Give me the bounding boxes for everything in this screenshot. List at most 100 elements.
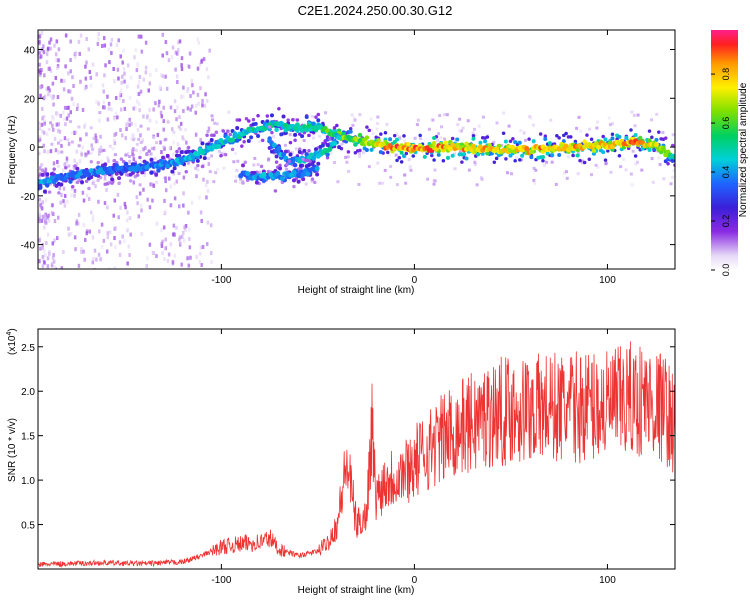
- spectrogram-noise-cell: [38, 219, 41, 224]
- spectrogram-noise-cell: [65, 159, 69, 164]
- spectrogram-noise-cell: [40, 30, 44, 35]
- spectrogram-noise-cell: [75, 106, 79, 111]
- colorbar-tick-label: 0.2: [721, 215, 731, 228]
- spectrogram-cell: [436, 152, 441, 157]
- spectrogram-cell: [163, 176, 168, 180]
- spectrogram-noise-cell: [211, 118, 215, 122]
- spectrogram-noise-cell: [176, 142, 180, 147]
- spectrogram-cell: [369, 147, 374, 152]
- spectrogram-noise-cell: [113, 79, 116, 84]
- spectrogram-noise-cell: [207, 126, 211, 131]
- ridge-main: [38, 107, 675, 195]
- spectrogram-noise-cell: [155, 221, 159, 226]
- spectrogram-cell: [135, 173, 140, 177]
- spectrogram-x-tick-label: 100: [599, 275, 616, 286]
- spectrogram-noise-cell: [130, 121, 133, 126]
- spectrogram-noise-cell: [38, 172, 42, 177]
- spectrogram-noise-cell: [117, 215, 120, 220]
- spectrogram-cell: [70, 170, 76, 176]
- spectrogram-noise-cell: [42, 96, 46, 101]
- spectrogram-noise-cell: [631, 149, 635, 153]
- spectrogram-noise-cell: [57, 215, 60, 220]
- spectrogram-noise-cell: [60, 150, 64, 154]
- spectrogram-noise-cell: [48, 40, 51, 45]
- spectrogram-noise-cell: [206, 220, 210, 225]
- spectrogram-cell: [316, 161, 321, 166]
- spectrogram-noise-cell: [107, 47, 111, 52]
- spectrogram-noise-cell: [622, 157, 626, 161]
- spectrogram-noise-cell: [502, 111, 506, 115]
- spectrogram-cell: [209, 137, 214, 142]
- spectrogram-noise-cell: [152, 107, 155, 112]
- spectrogram-noise-cell: [210, 154, 214, 158]
- spectrogram-cell: [242, 140, 246, 144]
- spectrogram-noise-cell: [51, 123, 54, 128]
- spectrogram-noise-cell: [71, 164, 75, 169]
- spectrogram-noise-cell: [174, 50, 178, 55]
- spectrogram-cell: [353, 142, 358, 147]
- spectrogram-cell: [670, 158, 675, 163]
- spectrogram-noise-cell: [167, 252, 171, 257]
- spectrogram-cell: [245, 171, 251, 177]
- spectrogram-noise-cell: [149, 152, 153, 156]
- spectrogram-noise-cell: [66, 105, 69, 110]
- spectrogram-noise-cell: [41, 106, 44, 111]
- spectrogram-noise-cell: [50, 263, 54, 268]
- spectrogram-cell: [320, 143, 325, 148]
- spectrogram-noise-cell: [184, 224, 188, 229]
- spectrogram-cell: [358, 148, 362, 153]
- spectrogram-noise-cell: [163, 157, 166, 162]
- spectrogram-noise-cell: [217, 149, 221, 153]
- spectrogram-noise-cell: [185, 140, 188, 145]
- spectrogram-noise-cell: [533, 181, 537, 185]
- spectrogram-noise-cell: [383, 168, 387, 172]
- spectrogram-cell: [230, 137, 236, 143]
- spectrogram-noise-cell: [85, 60, 88, 65]
- spectrogram-noise-cell: [42, 248, 46, 253]
- spectrogram-noise-cell: [128, 122, 131, 127]
- spectrogram-noise-cell: [71, 186, 74, 191]
- spectrogram-noise-cell: [46, 150, 50, 155]
- spectrogram-noise-cell: [205, 195, 208, 200]
- snr-line: [38, 341, 675, 568]
- spectrogram-noise-cell: [75, 162, 79, 167]
- spectrogram-noise-cell: [176, 40, 180, 45]
- spectrogram-noise-cell: [137, 92, 141, 97]
- spectrogram-cell: [293, 132, 298, 137]
- spectrogram-noise-cell: [208, 48, 211, 53]
- spectrogram-cell: [601, 150, 606, 155]
- spectrogram-noise-cell: [47, 218, 51, 223]
- spectrogram-x-tick-label: -100: [211, 275, 231, 286]
- spectrogram-noise-cell: [389, 164, 393, 168]
- spectrogram-cell: [609, 144, 615, 150]
- spectrogram-noise-cell: [97, 36, 100, 41]
- spectrogram-cell: [513, 140, 518, 145]
- spectrogram-noise-cell: [139, 89, 143, 94]
- spectrogram-noise-cell: [148, 81, 152, 86]
- spectrogram-cell: [325, 152, 330, 157]
- spectrogram-cell: [470, 143, 476, 149]
- spectrogram-noise-cell: [127, 244, 131, 249]
- spectrogram-cell: [364, 148, 369, 153]
- spectrogram-cell: [200, 141, 205, 146]
- spectrogram-noise-cell: [47, 252, 51, 257]
- spectrogram-noise-cell: [169, 105, 173, 110]
- spectrogram-noise-cell: [194, 132, 198, 137]
- spectrogram-noise-cell: [38, 197, 42, 202]
- spectrogram-noise-cell: [100, 159, 103, 164]
- spectrogram-noise-cell: [453, 167, 457, 171]
- spectrogram-noise-cell: [474, 133, 478, 137]
- spectrogram-y-tick-label: -20: [21, 192, 36, 203]
- spectrogram-cell: [301, 177, 306, 182]
- spectrogram-cell: [274, 154, 279, 159]
- spectrogram-noise-cell: [363, 150, 367, 154]
- spectrogram-noise-cell: [82, 249, 85, 254]
- spectrogram-noise-cell: [619, 165, 623, 169]
- spectrogram-noise-cell: [456, 123, 460, 127]
- spectrogram-noise-cell: [577, 151, 581, 155]
- spectrogram-noise-cell: [112, 213, 115, 218]
- spectrogram-noise-cell: [206, 188, 210, 193]
- spectrogram-noise-cell: [113, 236, 116, 241]
- spectrogram-cell: [591, 148, 597, 153]
- spectrogram-cell: [513, 158, 517, 163]
